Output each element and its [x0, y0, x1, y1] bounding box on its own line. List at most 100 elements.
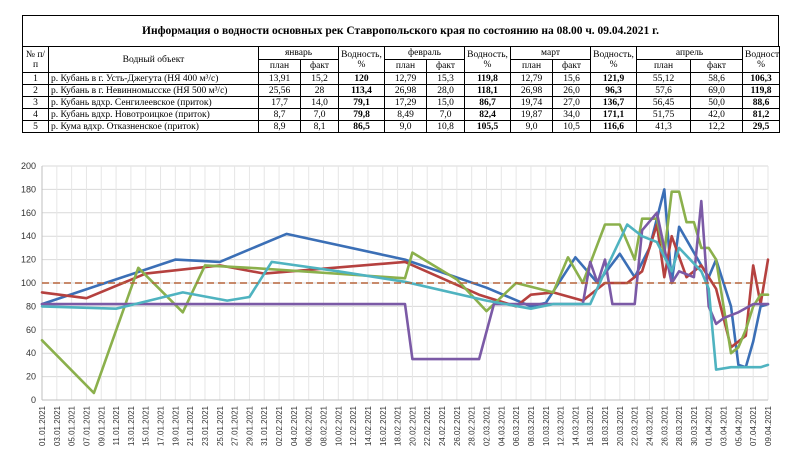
y-tick-label: 20: [26, 372, 36, 382]
x-tick-label: 02.02.2021: [275, 405, 284, 446]
cell-mar-fact: 27,0: [552, 96, 592, 109]
water-content-table: Информация о водности основных рек Ставр…: [22, 15, 781, 133]
cell-jan-plan: 8,7: [258, 108, 301, 121]
cell-n: 3: [22, 96, 49, 109]
cell-jan-w: 86,5: [338, 120, 385, 133]
y-tick-label: 140: [21, 231, 36, 241]
x-tick-label: 01.01.2021: [38, 405, 47, 446]
x-tick-label: 14.02.2021: [364, 405, 373, 446]
cell-jan-w: 113,4: [338, 84, 385, 97]
cell-jan-fact: 28: [300, 84, 339, 97]
table-body: 1 р. Кубань в г. Усть-Джегута (НЯ 400 м³/…: [22, 72, 781, 133]
header-num: № п/п: [22, 46, 49, 73]
cell-jan-fact: 15,2: [300, 72, 339, 85]
cell-mar-fact: 34,0: [552, 108, 592, 121]
x-tick-label: 21.01.2021: [186, 405, 195, 446]
y-tick-label: 0: [31, 395, 36, 405]
x-tick-label: 28.02.2021: [468, 405, 477, 446]
cell-mar-fact: 10,5: [552, 120, 592, 133]
header-water-apr: Водность, %: [742, 46, 781, 73]
cell-feb-w: 82,4: [464, 108, 512, 121]
x-tick-label: 01.04.2021: [705, 405, 714, 446]
header-water-mar: Водность, %: [590, 46, 638, 73]
cell-name: р. Кубань вдхр. Новотроицкое (приток): [48, 108, 259, 121]
cell-apr-w: 81,2: [742, 108, 781, 121]
cell-feb-w: 119,8: [464, 72, 512, 85]
table-row: 1 р. Кубань в г. Усть-Джегута (НЯ 400 м³/…: [22, 72, 781, 85]
x-tick-label: 09.01.2021: [97, 405, 106, 446]
cell-apr-fact: 50,0: [690, 96, 744, 109]
header-january: январь: [258, 46, 339, 60]
cell-jan-fact: 14,0: [300, 96, 339, 109]
x-tick-label: 23.01.2021: [201, 405, 210, 446]
cell-jan-w: 120: [338, 72, 385, 85]
x-tick-label: 03.04.2021: [720, 405, 729, 446]
cell-mar-w: 121,9: [590, 72, 638, 85]
y-tick-label: 200: [21, 161, 36, 171]
cell-n: 4: [22, 108, 49, 121]
x-tick-label: 30.03.2021: [690, 405, 699, 446]
cell-feb-fact: 28,0: [425, 84, 466, 97]
x-tick-label: 25.01.2021: [216, 405, 225, 446]
cell-apr-w: 106,3: [742, 72, 781, 85]
cell-apr-fact: 69,0: [690, 84, 744, 97]
cell-apr-plan: 51,75: [636, 108, 692, 121]
y-tick-label: 40: [26, 348, 36, 358]
header-fact: факт: [300, 59, 339, 73]
cell-jan-plan: 13,91: [258, 72, 301, 85]
header-fact: факт: [425, 59, 466, 73]
x-tick-label: 27.01.2021: [231, 405, 240, 446]
x-tick-label: 19.01.2021: [171, 405, 180, 446]
x-tick-label: 09.04.2021: [764, 405, 773, 446]
cell-feb-fact: 10,8: [425, 120, 466, 133]
cell-jan-plan: 17,7: [258, 96, 301, 109]
cell-feb-plan: 8,49: [384, 108, 427, 121]
x-tick-label: 08.02.2021: [320, 405, 329, 446]
x-tick-label: 02.03.2021: [482, 405, 491, 446]
table-row: 2 р. Кубань в г. Невинномысске (НЯ 500 м³…: [22, 84, 781, 97]
header-object: Водный объект: [48, 46, 259, 73]
header-plan: план: [636, 59, 692, 73]
x-tick-label: 08.03.2021: [527, 405, 536, 446]
x-tick-label: 20.02.2021: [408, 405, 417, 446]
x-tick-label: 24.03.2021: [645, 405, 654, 446]
x-tick-label: 16.02.2021: [379, 405, 388, 446]
cell-mar-plan: 26,98: [510, 84, 554, 97]
cell-name: р. Кубань в г. Невинномысске (НЯ 500 м³/…: [48, 84, 259, 97]
header-march: март: [510, 46, 592, 60]
cell-feb-plan: 9,0: [384, 120, 427, 133]
x-tick-label: 14.03.2021: [571, 405, 580, 446]
x-tick-label: 26.03.2021: [660, 405, 669, 446]
cell-mar-plan: 12,79: [510, 72, 554, 85]
cell-apr-plan: 55,12: [636, 72, 692, 85]
cell-feb-plan: 12,79: [384, 72, 427, 85]
x-tick-label: 04.02.2021: [290, 405, 299, 446]
header-april: апрель: [636, 46, 744, 60]
y-tick-label: 160: [21, 208, 36, 218]
header-fact: факт: [690, 59, 744, 73]
header-plan: план: [384, 59, 427, 73]
x-tick-label: 18.02.2021: [394, 405, 403, 446]
header-fact: факт: [552, 59, 592, 73]
x-tick-label: 31.01.2021: [260, 405, 269, 446]
cell-mar-w: 96,3: [590, 84, 638, 97]
x-tick-label: 11.01.2021: [112, 405, 121, 445]
cell-mar-fact: 26,0: [552, 84, 592, 97]
x-tick-label: 22.03.2021: [631, 405, 640, 446]
table-row: 5 р. Кума вдхр. Отказненское (приток) 8,9 8…: [22, 120, 781, 133]
cell-jan-fact: 7,0: [300, 108, 339, 121]
cell-feb-plan: 26,98: [384, 84, 427, 97]
x-tick-label: 07.01.2021: [82, 405, 91, 446]
cell-feb-w: 105,5: [464, 120, 512, 133]
cell-apr-fact: 12,2: [690, 120, 744, 133]
cell-n: 1: [22, 72, 49, 85]
x-tick-label: 15.01.2021: [142, 405, 151, 446]
water-chart: 0 20 40 60 80 100 120 140 160 180 200 01.01.2021 03.…: [0, 158, 800, 450]
table-row: 4 р. Кубань вдхр. Новотроицкое (приток) 8,…: [22, 108, 781, 121]
x-tick-label: 12.03.2021: [557, 405, 566, 446]
cell-name: р. Кубань вдхр. Сенгилеевское (приток): [48, 96, 259, 109]
y-tick-label: 100: [21, 278, 36, 288]
series-line-2: [40, 223, 770, 349]
cell-feb-fact: 7,0: [425, 108, 466, 121]
cell-feb-plan: 17,29: [384, 96, 427, 109]
